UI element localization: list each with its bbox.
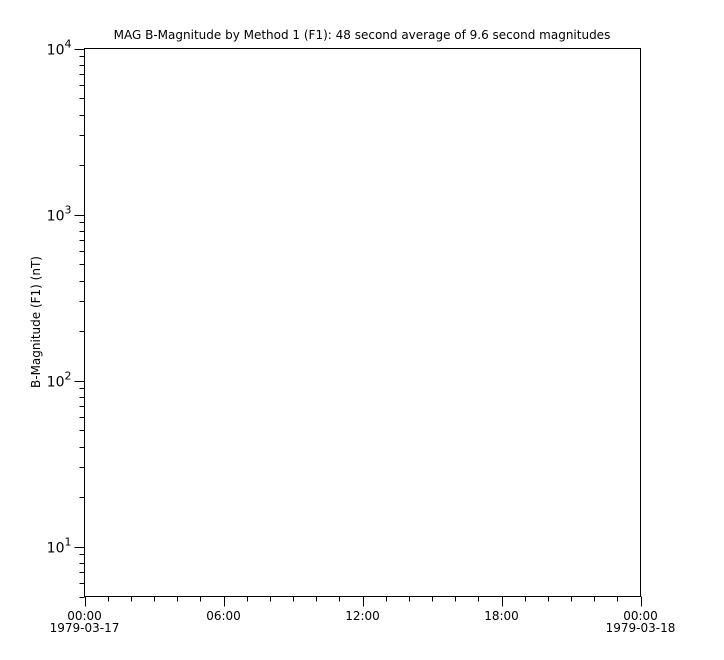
y-axis-label: B-Magnitude (F1) (nT) (29, 256, 43, 388)
y-tick-label: 104 (47, 38, 72, 59)
y-tick-label: 102 (47, 370, 72, 391)
x-tick-label-time: 00:00 (67, 609, 102, 623)
x-tick-label-time: 06:00 (206, 609, 241, 623)
x-tick-label-time: 00:00 (623, 609, 658, 623)
x-tick-label-time: 18:00 (484, 609, 519, 623)
y-tick-label: 101 (47, 536, 72, 557)
chart-title: MAG B-Magnitude by Method 1 (F1): 48 sec… (114, 28, 611, 42)
plot-area (84, 48, 641, 597)
y-tick-label: 103 (47, 204, 72, 225)
y-axis: 101 102 103 104 (47, 38, 85, 598)
x-tick-label-date: 1979-03-17 (50, 621, 120, 635)
x-tick-label-time: 12:00 (345, 609, 380, 623)
x-tick-label-date: 1979-03-18 (606, 621, 676, 635)
